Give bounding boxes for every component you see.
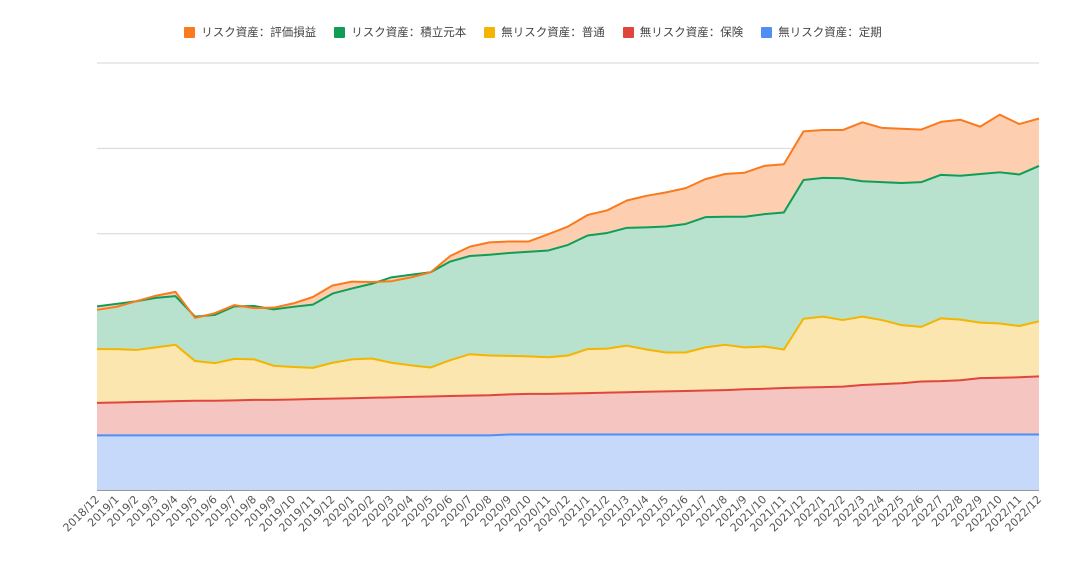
legend-item[interactable]: リスク資産：評価損益 [184,24,316,40]
area-2 [97,316,1039,403]
series-line-2 [97,315,1040,369]
legend-swatch [184,26,196,38]
legend-label: リスク資産：評価損益 [201,25,317,39]
area-4 [97,114,1039,318]
legend-swatch [484,26,496,38]
chart-legend: リスク資産：評価損益 リスク資産：積立元本 無リスク資産：普通 無リスク資産：保険 無リ… [0,22,1066,42]
series-line-0 [97,433,1039,437]
legend-item[interactable]: 無リスク資産：普通 [484,24,605,40]
area-0 [97,434,1039,490]
area-1 [97,376,1039,436]
legend-label: 無リスク資産：保険 [639,25,744,39]
legend-item[interactable]: 無リスク資産：定期 [761,24,882,40]
area-3 [97,165,1039,368]
legend-swatch [622,26,634,38]
series-line-4 [96,113,1040,319]
area-fills [97,114,1039,490]
legend-label: 無リスク資産：普通 [501,25,605,39]
legend-swatch [761,26,773,38]
x-axis-tick-labels: 2018/122019/12019/22019/32019/42019/5201… [61,493,1045,535]
series-line-1 [96,375,1040,404]
legend-swatch [334,26,346,38]
legend-item[interactable]: 無リスク資産：保険 [622,24,744,40]
legend-item[interactable]: リスク資産：積立元本 [334,24,466,40]
series-lines [96,113,1040,437]
legend-label: リスク資産：積立元本 [351,25,467,39]
legend-label: 無リスク資産：定期 [778,25,882,39]
series-line-3 [96,164,1040,318]
